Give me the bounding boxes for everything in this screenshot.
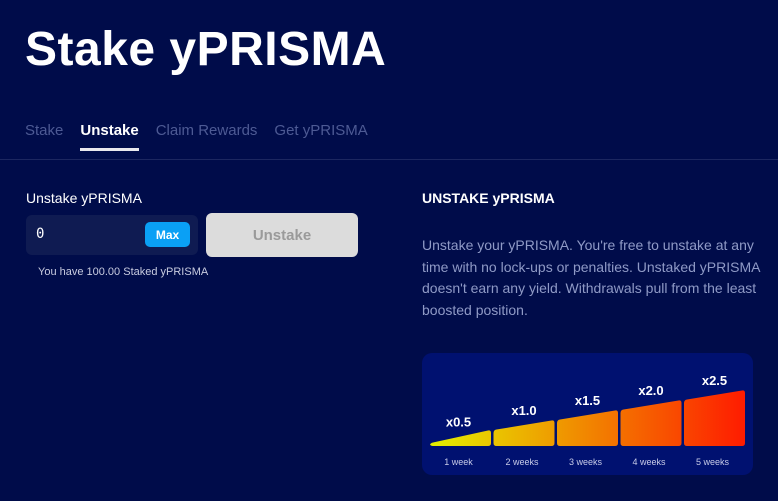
multiplier-label: x1.5 — [575, 393, 600, 408]
info-title: UNSTAKE yPRISMA — [422, 190, 555, 206]
max-button[interactable]: Max — [145, 222, 190, 247]
tab-unstake[interactable]: Unstake — [80, 122, 139, 151]
duration-label: 5 weeks — [696, 457, 730, 467]
boost-bar — [557, 410, 618, 446]
boost-chart-svg: x0.5 1 week x1.0 2 weeks x1.5 3 weeks x2.0 4 we… — [430, 373, 745, 467]
tab-divider — [0, 159, 778, 160]
boost-bar — [684, 390, 745, 446]
multiplier-label: x1.0 — [511, 403, 536, 418]
staked-balance: You have 100.00 Staked yPRISMA — [38, 266, 209, 278]
tab-bar: Stake Unstake Claim Rewards Get yPRISMA — [25, 122, 368, 151]
tab-get-yprisma[interactable]: Get yPRISMA — [274, 122, 368, 139]
multiplier-label: x0.5 — [446, 415, 471, 430]
unstake-label: Unstake yPRISMA — [26, 190, 142, 206]
multiplier-label: x2.5 — [702, 373, 727, 388]
tab-claim-rewards[interactable]: Claim Rewards — [155, 122, 258, 139]
duration-label: 2 weeks — [505, 457, 539, 467]
duration-label: 1 week — [444, 457, 473, 467]
unstake-button[interactable]: Unstake — [206, 213, 358, 257]
multiplier-label: x2.0 — [638, 383, 663, 398]
boost-bar — [493, 420, 555, 446]
amount-input[interactable] — [34, 225, 138, 243]
boost-bar — [430, 430, 491, 446]
page-title: Stake yPRISMA — [25, 23, 387, 76]
duration-label: 4 weeks — [632, 457, 666, 467]
boost-chart: x0.5 1 week x1.0 2 weeks x1.5 3 weeks x2.0 4 we… — [422, 353, 753, 475]
info-body: Unstake your yPRISMA. You're free to uns… — [422, 237, 760, 318]
tab-stake[interactable]: Stake — [25, 122, 64, 139]
duration-label: 3 weeks — [569, 457, 603, 467]
boost-bar — [620, 400, 682, 446]
